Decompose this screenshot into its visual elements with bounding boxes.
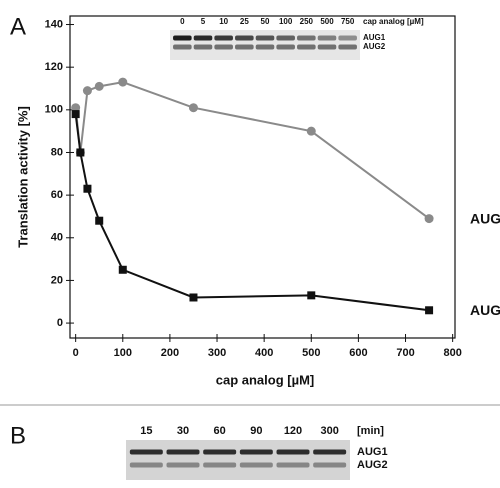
- panel-label: B: [10, 422, 26, 449]
- y-axis-title: Translation activity [%]: [15, 106, 30, 248]
- lane-label: 5: [201, 17, 206, 26]
- band: [203, 449, 237, 455]
- x-tick-label: 0: [73, 347, 79, 359]
- band: [276, 44, 295, 50]
- band: [317, 35, 337, 41]
- marker: [76, 148, 85, 157]
- blot-unit: [min]: [357, 425, 384, 437]
- band: [235, 44, 254, 50]
- band: [276, 449, 310, 455]
- band: [313, 449, 347, 455]
- marker: [95, 216, 104, 225]
- lane-label: 50: [261, 17, 270, 26]
- band: [338, 35, 357, 41]
- series-line: [74, 113, 430, 312]
- marker: [118, 265, 127, 274]
- lane-label: 120: [284, 425, 302, 437]
- marker: [71, 103, 81, 113]
- band: [193, 35, 213, 41]
- lane-label: 250: [300, 17, 314, 26]
- band-label: AUG1: [357, 446, 388, 458]
- lane-label: 500: [320, 17, 334, 26]
- marker: [71, 110, 80, 119]
- band-label: AUG2: [363, 42, 386, 51]
- panel-label: A: [10, 13, 26, 40]
- marker: [306, 126, 316, 136]
- x-tick-label: 300: [208, 347, 226, 359]
- lane-label: 0: [180, 17, 185, 26]
- band: [173, 44, 192, 50]
- marker: [83, 184, 92, 193]
- blot-unit: cap analog [µM]: [363, 17, 424, 26]
- marker: [425, 306, 434, 315]
- band: [297, 44, 316, 50]
- marker: [188, 103, 198, 113]
- band: [166, 462, 200, 468]
- lane-label: 60: [214, 425, 226, 437]
- band: [166, 449, 200, 455]
- band: [338, 44, 357, 50]
- band: [276, 35, 295, 41]
- band: [313, 462, 347, 468]
- series-label: AUG2: [470, 210, 500, 226]
- band: [214, 44, 233, 50]
- y-tick-label: 120: [45, 61, 63, 73]
- marker: [189, 293, 198, 302]
- x-tick-label: 500: [302, 347, 320, 359]
- lane-label: 750: [341, 17, 355, 26]
- lane-label: 90: [250, 425, 262, 437]
- series-label: AUG1: [470, 302, 500, 318]
- y-tick-label: 20: [51, 274, 63, 286]
- y-tick-label: 100: [45, 104, 63, 116]
- band: [239, 462, 273, 468]
- band: [276, 462, 310, 468]
- marker: [424, 214, 434, 224]
- x-tick-label: 100: [114, 347, 132, 359]
- x-tick-label: 200: [161, 347, 179, 359]
- x-tick-label: 700: [396, 347, 414, 359]
- band: [214, 35, 233, 41]
- marker: [82, 86, 92, 96]
- band: [129, 449, 163, 455]
- x-tick-label: 800: [443, 347, 461, 359]
- band: [235, 35, 254, 41]
- x-axis-title: cap analog [µM]: [216, 372, 315, 387]
- lane-label: 25: [240, 17, 249, 26]
- x-tick-label: 400: [255, 347, 273, 359]
- band: [255, 35, 275, 41]
- y-tick-label: 60: [51, 189, 63, 201]
- x-tick-label: 600: [349, 347, 367, 359]
- marker: [118, 77, 128, 87]
- y-tick-label: 140: [45, 18, 63, 30]
- y-tick-label: 80: [51, 146, 63, 158]
- lane-label: 30: [177, 425, 189, 437]
- band: [129, 462, 163, 468]
- marker: [307, 291, 316, 300]
- band: [173, 35, 192, 41]
- marker: [94, 81, 104, 91]
- lane-label: 100: [279, 17, 293, 26]
- y-tick-label: 0: [57, 317, 63, 329]
- band-label: AUG1: [363, 33, 386, 42]
- band-label: AUG2: [357, 459, 388, 471]
- band: [255, 44, 275, 50]
- series-line: [74, 81, 430, 220]
- lane-label: 15: [140, 425, 152, 437]
- band: [239, 449, 273, 455]
- lane-label: 300: [320, 425, 338, 437]
- band: [297, 35, 316, 41]
- band: [203, 462, 237, 468]
- y-tick-label: 40: [51, 232, 63, 244]
- plot-frame: [69, 15, 456, 339]
- band: [193, 44, 213, 50]
- lane-label: 10: [219, 17, 228, 26]
- band: [317, 44, 337, 50]
- blot: [126, 440, 350, 480]
